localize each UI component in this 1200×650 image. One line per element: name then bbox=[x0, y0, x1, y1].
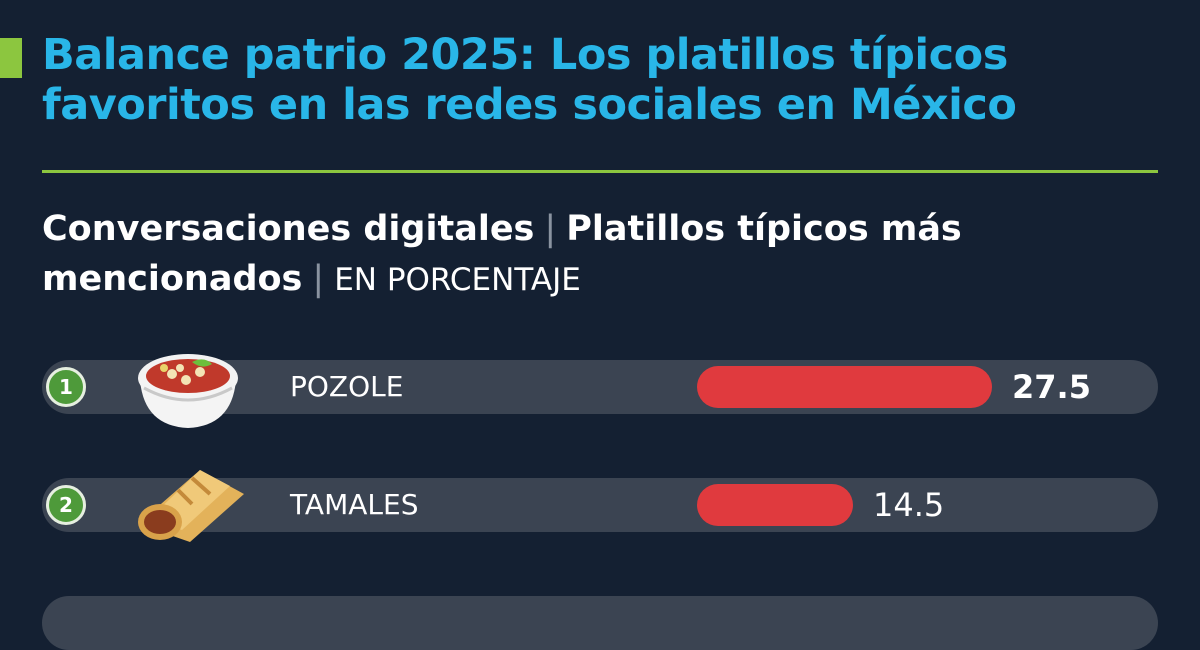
pozole-bowl-icon bbox=[134, 342, 242, 438]
value-label: 14.5 bbox=[873, 486, 945, 524]
subtitle-separator: | bbox=[312, 259, 325, 299]
subtitle-part-3: EN PORCENTAJE bbox=[334, 262, 581, 298]
title-accent-square bbox=[0, 38, 22, 78]
rank-badge: 1 bbox=[46, 367, 86, 407]
subtitle-part-2: Platillos típicos más mencionados bbox=[42, 209, 962, 299]
title-divider bbox=[42, 170, 1158, 173]
category-label: POZOLE bbox=[290, 370, 404, 403]
bar-chart: 1 POZOLE 27.5 2 TAMALES 14.5 bbox=[42, 354, 1158, 542]
value-label: 27.5 bbox=[1012, 368, 1091, 406]
chart-row: 1 POZOLE 27.5 bbox=[42, 354, 1158, 428]
chart-title: Balance patrio 2025: Los platillos típic… bbox=[42, 30, 1017, 130]
subtitle-part-1: Conversaciones digitales bbox=[42, 209, 535, 249]
chart-row: 2 TAMALES 14.5 bbox=[42, 470, 1158, 542]
subtitle-separator: | bbox=[544, 209, 557, 249]
bar bbox=[697, 366, 992, 408]
bar bbox=[697, 484, 853, 526]
rank-badge: 2 bbox=[46, 485, 86, 525]
tamal-icon bbox=[130, 464, 246, 552]
chart-row-partial bbox=[42, 596, 1158, 650]
chart-subtitle: Conversaciones digitales | Platillos típic… bbox=[42, 204, 1162, 305]
category-label: TAMALES bbox=[290, 488, 419, 521]
